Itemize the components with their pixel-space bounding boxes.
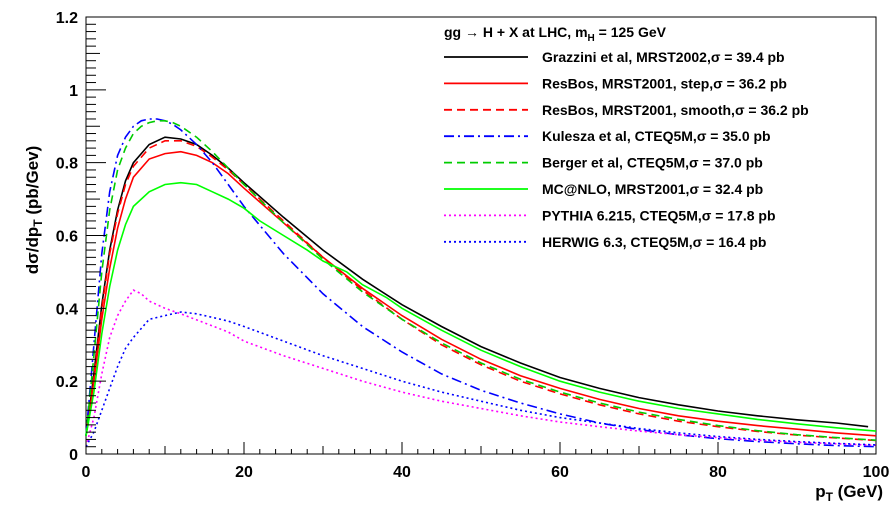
x-tick-label: 0 [82,464,91,481]
legend-label-1: Grazzini et al, MRST2002,σ = 39.4 pb [542,49,785,65]
y-tick-label: 0.4 [56,301,78,318]
x-tick-label: 80 [709,464,727,481]
legend-label-7: PYTHIA 6.215, CTEQ5M,σ = 17.8 pb [542,207,776,223]
y-tick-label: 0 [69,447,78,464]
series-group [85,118,877,448]
legend-label-6: MC@NLO, MRST2001,σ = 32.4 pb [542,181,763,197]
x-axis-title: pT​ (GeV) [815,482,883,504]
legend-label-8: HERWIG 6.3, CTEQ5M,σ = 16.4 pb [542,234,766,250]
y-tick-label: 0.8 [56,156,78,173]
legend-label-2: ResBos, MRST2001, step,σ = 36.2 pb [542,75,787,91]
axes-group: 0 20 40 60 80 100 0 0.2 0.4 0.6 0.8 1 1.2 [56,10,890,481]
series-line-3 [85,140,877,442]
y-axis-title: dσ/dpT​ (pb/Gev) [23,146,45,275]
y-tick-label: 0.6 [56,229,78,246]
series-line-1 [85,136,869,436]
y-tick-label: 1 [69,83,78,100]
y-tick-label: 0.2 [56,374,78,391]
legend-label-3: ResBos, MRST2001, smooth,σ = 36.2 pb [542,102,809,118]
legend-header: gg → H + X at LHC, mH​ = 125 GeV [444,24,667,44]
series-line-8 [85,311,877,448]
x-tick-label: 60 [551,464,569,481]
x-tick-label: 100 [863,464,890,481]
series-line-6 [85,181,877,436]
x-tick-label: 40 [393,464,411,481]
legend: gg → H + X at LHC, mH​ = 125 GeV Grazzini… [444,24,809,250]
x-tick-label: 20 [235,464,253,481]
legend-label-4: Kulesza et al, CTEQ5M,σ = 35.0 pb [542,128,771,144]
series-line-5 [85,120,877,441]
y-tick-label: 1.2 [56,10,78,27]
legend-label-5: Berger et al, CTEQ5M,σ = 37.0 pb [542,155,763,171]
series-line-7 [85,289,877,447]
